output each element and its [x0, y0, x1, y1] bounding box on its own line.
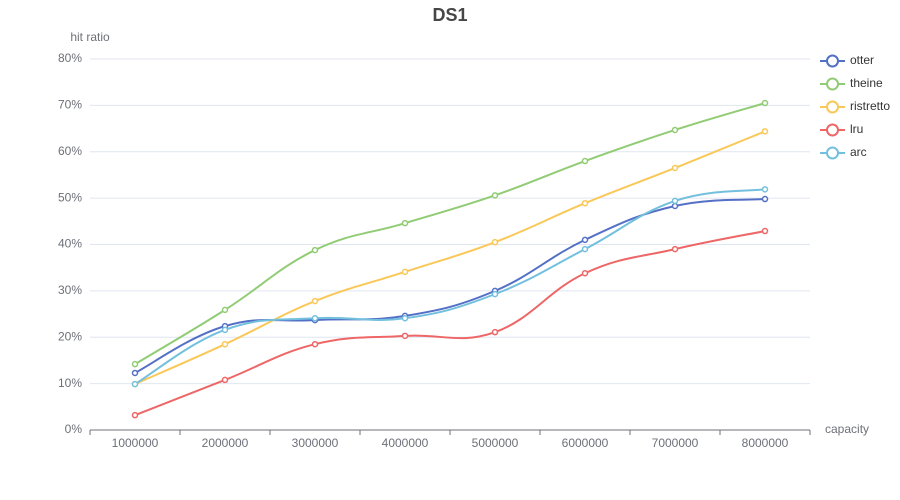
legend-icon[interactable]: [826, 77, 839, 91]
data-point: [671, 245, 679, 253]
legend-icon[interactable]: [826, 123, 839, 137]
x-tick-label: 5000000: [472, 436, 519, 450]
data-point: [221, 326, 229, 334]
data-point: [761, 227, 769, 235]
data-point: [311, 297, 319, 305]
y-tick-label: 10%: [58, 376, 82, 390]
data-point: [491, 290, 499, 298]
data-point: [221, 376, 229, 384]
legend-icon[interactable]: [826, 54, 839, 68]
series-line: [134, 198, 766, 374]
legend-label[interactable]: lru: [850, 122, 863, 136]
data-point: [761, 186, 769, 193]
data-point: [401, 314, 409, 322]
data-point: [581, 236, 589, 244]
data-point: [221, 306, 229, 314]
data-point: [491, 328, 499, 336]
x-tick-label: 2000000: [202, 436, 249, 450]
data-point: [221, 340, 229, 348]
data-point: [671, 126, 679, 134]
series-line: [134, 102, 766, 366]
y-tick-label: 0%: [65, 422, 83, 436]
data-point: [761, 195, 769, 203]
data-point: [131, 360, 139, 368]
series-line: [134, 230, 766, 417]
legend-label[interactable]: theine: [850, 76, 883, 90]
legend-label[interactable]: arc: [850, 145, 867, 159]
x-tick-label: 8000000: [742, 436, 789, 450]
legend-icon[interactable]: [826, 100, 839, 114]
y-tick-label: 40%: [58, 237, 82, 251]
y-tick-label: 20%: [58, 329, 82, 343]
data-point: [311, 246, 319, 254]
x-tick-label: 6000000: [562, 436, 609, 450]
y-axis-label: hit ratio: [70, 30, 110, 44]
y-tick-label: 50%: [58, 190, 82, 204]
y-tick-label: 80%: [58, 51, 82, 65]
data-point: [671, 202, 679, 210]
chart-title: DS1: [432, 5, 467, 25]
x-tick-label: 1000000: [112, 436, 159, 450]
x-tick-label: 3000000: [292, 436, 339, 450]
y-tick-label: 60%: [58, 144, 82, 158]
data-point: [131, 380, 139, 388]
legend-icon[interactable]: [826, 146, 839, 160]
data-point: [671, 164, 679, 172]
data-point: [761, 128, 769, 135]
x-tick-label: 4000000: [382, 436, 429, 450]
series-line: [134, 130, 766, 386]
x-tick-label: 7000000: [652, 436, 699, 450]
legend-label[interactable]: ristretto: [850, 99, 890, 113]
data-point: [581, 270, 589, 277]
data-point: [581, 157, 589, 165]
y-tick-label: 30%: [58, 283, 82, 297]
data-point: [581, 245, 589, 253]
data-point: [401, 268, 409, 276]
data-point: [581, 199, 589, 207]
data-point: [131, 369, 139, 377]
legend-label[interactable]: otter: [850, 53, 874, 67]
data-point: [401, 332, 409, 340]
data-point: [311, 314, 319, 322]
data-point: [311, 340, 319, 348]
y-tick-label: 70%: [58, 98, 82, 112]
data-point: [671, 197, 679, 205]
data-point: [131, 411, 139, 419]
series-line: [134, 188, 766, 385]
data-point: [401, 219, 409, 227]
data-point: [761, 99, 769, 107]
data-point: [491, 238, 499, 246]
x-axis-label: capacity: [825, 422, 869, 436]
data-point: [491, 192, 499, 199]
